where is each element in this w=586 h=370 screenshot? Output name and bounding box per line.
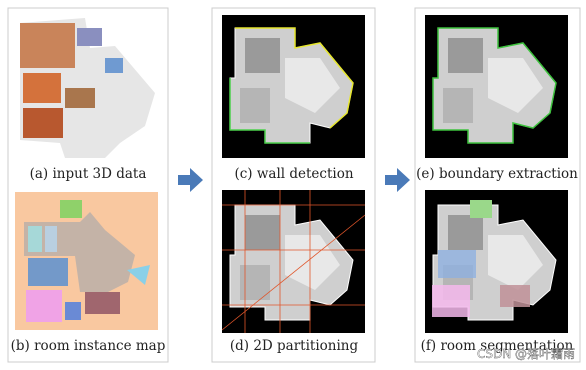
room-instance-map (15, 192, 158, 330)
arrow (178, 168, 203, 192)
column-frame (7, 7, 169, 363)
caption: (e) boundary extraction (416, 166, 578, 182)
arrow (385, 168, 410, 192)
watermark: CSDN @落叶霜雨 (477, 347, 575, 361)
caption: (c) wall detection (234, 166, 353, 182)
column-frame (211, 7, 376, 363)
boundary-extraction-image (425, 15, 568, 158)
column-frame (414, 7, 581, 363)
input-3d-image (20, 18, 155, 158)
caption: (d) 2D partitioning (230, 338, 359, 354)
caption: (f) room segmentation (421, 338, 574, 354)
wall-detection-image (222, 15, 365, 158)
room-segmentation-image (425, 190, 568, 333)
caption: (a) input 3D data (30, 166, 147, 182)
partitioning-image (221, 190, 366, 333)
caption: (b) room instance map (11, 338, 166, 354)
